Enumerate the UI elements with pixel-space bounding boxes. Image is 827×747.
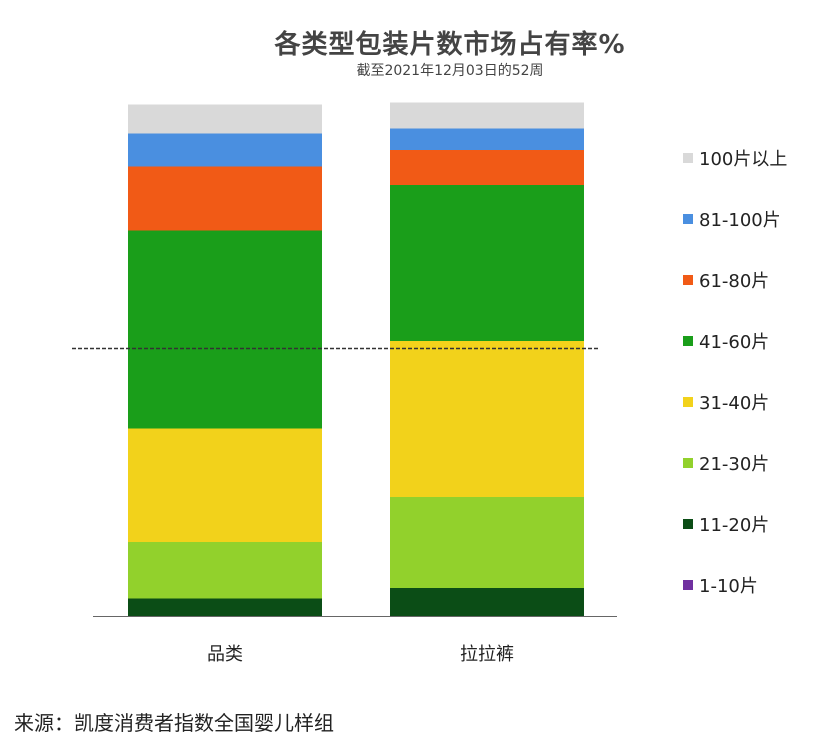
legend-swatch-0 (683, 153, 693, 163)
legend-swatch-6 (683, 519, 693, 529)
bar-segment-0-4 (128, 230, 322, 429)
bar-segment-1-5 (390, 150, 584, 185)
category-label-1: 拉拉裤 (460, 644, 514, 665)
legend-swatch-1 (683, 214, 693, 224)
legend-label-7: 1-10片 (699, 576, 758, 597)
legend-swatch-2 (683, 275, 693, 285)
bar-segment-0-2 (128, 542, 322, 599)
chart-title: 各类型包装片数市场占有率% (274, 30, 626, 60)
legend-swatch-5 (683, 458, 693, 468)
legend-label-1: 81-100片 (699, 210, 781, 231)
bar-segment-0-3 (128, 428, 322, 542)
legend-label-5: 21-30片 (699, 454, 769, 475)
legend-swatch-4 (683, 397, 693, 407)
source-note: 来源：凯度消费者指数全国婴儿样组 (14, 711, 334, 735)
category-label-0: 品类 (207, 644, 243, 665)
legend-swatch-3 (683, 336, 693, 346)
bar-segment-0-5 (128, 166, 322, 231)
bar-segment-0-7 (128, 104, 322, 134)
bar-segment-1-1 (390, 588, 584, 616)
bar-segment-1-7 (390, 102, 584, 129)
bar-segment-0-6 (128, 133, 322, 167)
legend-label-0: 100片以上 (699, 149, 787, 170)
bar-segment-1-4 (390, 185, 584, 341)
legend-label-6: 11-20片 (699, 515, 769, 536)
stacked-bar-chart: 品类 拉拉裤 100片以上 81-100片 61-80片 41-60片 31-40片 21-3… (72, 102, 787, 665)
legend-label-3: 41-60片 (699, 332, 769, 353)
bar-segment-1-6 (390, 128, 584, 150)
chart-subtitle: 截至2021年12月03日的52周 (356, 63, 544, 79)
legend-label-2: 61-80片 (699, 271, 769, 292)
bar-segment-1-2 (390, 497, 584, 588)
legend-label-4: 31-40片 (699, 393, 769, 414)
bar-segment-1-3 (390, 341, 584, 497)
legend-swatch-7 (683, 580, 693, 590)
bar-segment-0-1 (128, 598, 322, 616)
